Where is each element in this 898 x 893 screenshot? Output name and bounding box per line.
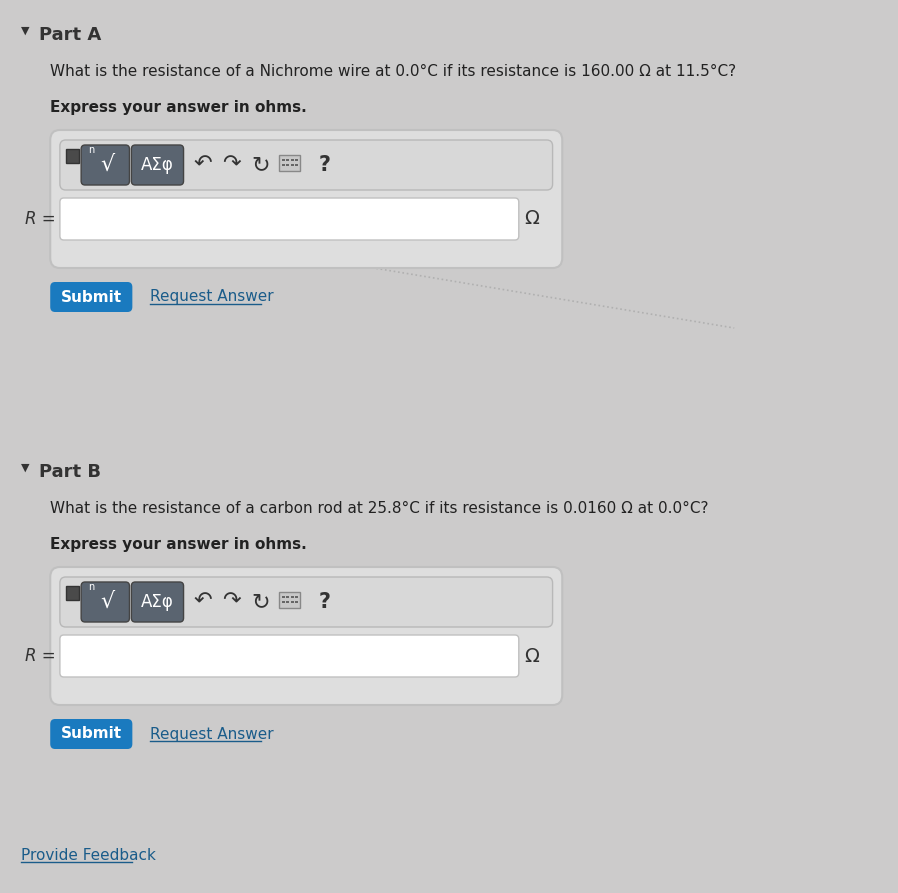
Bar <box>279 155 301 171</box>
Text: What is the resistance of a Nichrome wire at 0.0°C if its resistance is 160.00 Ω: What is the resistance of a Nichrome wir… <box>50 64 736 79</box>
FancyBboxPatch shape <box>60 140 552 190</box>
Text: ↷: ↷ <box>223 155 242 175</box>
Bar <box>295 164 298 166</box>
Text: Part B: Part B <box>39 463 101 481</box>
FancyBboxPatch shape <box>131 145 183 185</box>
Text: AΣφ: AΣφ <box>141 593 174 611</box>
Text: Express your answer in ohms.: Express your answer in ohms. <box>50 537 307 552</box>
Text: √: √ <box>101 592 114 612</box>
Text: Provide Feedback: Provide Feedback <box>22 847 156 863</box>
FancyBboxPatch shape <box>131 582 183 622</box>
Bar <box>286 596 289 598</box>
FancyBboxPatch shape <box>81 145 129 185</box>
Bar <box>286 164 289 166</box>
Bar <box>286 601 289 603</box>
FancyBboxPatch shape <box>50 130 562 268</box>
Bar <box>295 159 298 161</box>
Bar <box>295 596 298 598</box>
Text: Request Answer: Request Answer <box>150 289 273 305</box>
Text: Submit: Submit <box>61 289 122 305</box>
FancyBboxPatch shape <box>50 719 132 749</box>
Bar <box>66 586 79 600</box>
Text: R =: R = <box>25 210 56 228</box>
Bar <box>295 601 298 603</box>
FancyBboxPatch shape <box>60 577 552 627</box>
Text: n: n <box>88 582 94 592</box>
Bar <box>279 592 301 608</box>
Bar <box>282 601 285 603</box>
Bar <box>66 149 79 163</box>
Text: ↻: ↻ <box>251 592 270 612</box>
Text: R =: R = <box>25 647 56 665</box>
Bar <box>291 159 294 161</box>
Text: ↷: ↷ <box>223 592 242 612</box>
FancyBboxPatch shape <box>81 582 129 622</box>
Text: Ω: Ω <box>524 647 540 665</box>
Text: ▼: ▼ <box>22 26 30 36</box>
Text: Part A: Part A <box>39 26 101 44</box>
Text: Request Answer: Request Answer <box>150 727 273 741</box>
Text: ?: ? <box>319 592 330 612</box>
Text: ?: ? <box>319 155 330 175</box>
Bar <box>291 596 294 598</box>
Bar <box>282 596 285 598</box>
Text: √: √ <box>101 155 114 175</box>
Text: ↻: ↻ <box>251 155 270 175</box>
Text: ↶: ↶ <box>194 155 212 175</box>
FancyBboxPatch shape <box>60 635 519 677</box>
Text: What is the resistance of a carbon rod at 25.8°C if its resistance is 0.0160 Ω a: What is the resistance of a carbon rod a… <box>50 501 709 516</box>
FancyBboxPatch shape <box>50 282 132 312</box>
Bar <box>291 164 294 166</box>
Bar <box>286 159 289 161</box>
Text: ▼: ▼ <box>22 463 30 473</box>
Text: AΣφ: AΣφ <box>141 156 174 174</box>
Bar <box>282 164 285 166</box>
FancyBboxPatch shape <box>60 198 519 240</box>
Bar <box>282 159 285 161</box>
Text: Ω: Ω <box>524 210 540 229</box>
Text: Submit: Submit <box>61 727 122 741</box>
Bar <box>291 601 294 603</box>
FancyBboxPatch shape <box>50 567 562 705</box>
Text: n: n <box>88 145 94 155</box>
Text: ↶: ↶ <box>194 592 212 612</box>
Text: Express your answer in ohms.: Express your answer in ohms. <box>50 100 307 115</box>
